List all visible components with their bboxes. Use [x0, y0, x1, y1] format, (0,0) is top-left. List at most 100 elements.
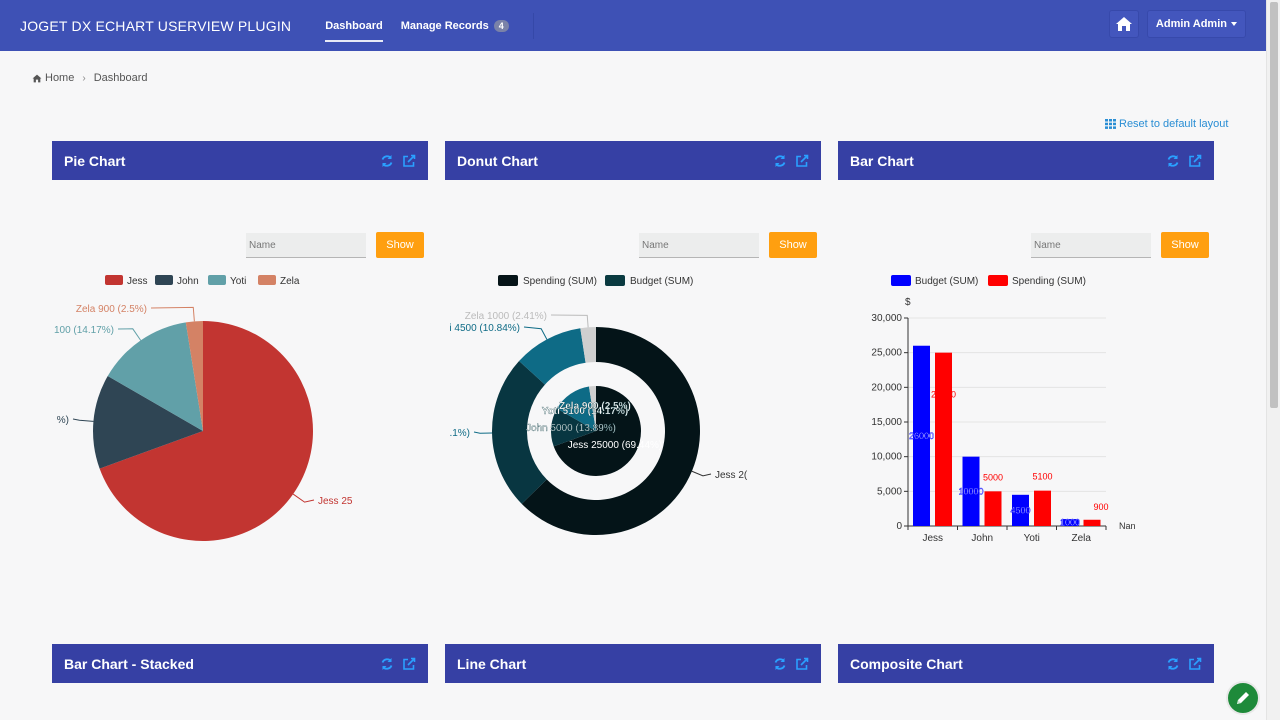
top-navbar: JOGET DX ECHART USERVIEW PLUGIN Dashboar… [0, 0, 1266, 51]
legend-label: Spending (SUM) [1012, 276, 1086, 287]
bar-chart[interactable]: Budget (SUM) Spending (SUM) $30,000 25,000 2… [838, 265, 1214, 565]
panel-header-bar-chart: Bar Chart [838, 141, 1214, 180]
donut-chart[interactable]: Spending (SUM) Budget (SUM) Jess 2( .1%) i 4… [445, 265, 821, 565]
y-tick-label: 25,000 [871, 348, 902, 359]
show-button[interactable]: Show [769, 232, 817, 258]
legend-swatch [988, 275, 1008, 286]
tab-dashboard[interactable]: Dashboard [325, 0, 384, 51]
tab-manage-records[interactable]: Manage Records 4 [401, 0, 509, 51]
pencil-icon [1237, 692, 1249, 704]
refresh-icon[interactable] [380, 657, 394, 671]
y-axis-label: $ [905, 297, 911, 308]
refresh-icon[interactable] [1166, 657, 1180, 671]
breadcrumb-home-link[interactable]: Home [45, 72, 75, 84]
pie-slice-yoti [107, 322, 203, 431]
tab-dashboard-label: Dashboard [325, 19, 383, 32]
leader-line [150, 306, 195, 322]
y-tick-label: 0 [896, 521, 902, 532]
y-tick-label: 5,000 [877, 486, 902, 497]
x-tick-label: John [971, 533, 993, 544]
legend-swatch [498, 275, 518, 286]
pie-slice-john [92, 376, 203, 469]
name-filter-input[interactable] [246, 233, 366, 258]
bar-john-1 [984, 491, 1002, 526]
manage-records-count-badge: 4 [493, 19, 509, 32]
external-link-icon[interactable] [795, 154, 809, 168]
legend-label: Budget (SUM) [630, 276, 693, 287]
name-filter-input[interactable] [639, 233, 759, 258]
bar-data-label: 900 [1093, 502, 1108, 512]
user-name: Admin Admin [1155, 18, 1227, 30]
page-scrollbar[interactable] [1266, 0, 1280, 720]
legend-label: Spending (SUM) [523, 276, 597, 287]
pie-label: Jess 25 [318, 496, 353, 507]
refresh-icon[interactable] [380, 154, 394, 168]
panel-header-line-chart: Line Chart [445, 644, 821, 683]
app-title[interactable]: JOGET DX ECHART USERVIEW PLUGIN [20, 17, 292, 34]
home-icon [32, 74, 42, 82]
donut-outer-label: Zela 1000 (2.41%) [465, 311, 547, 322]
tab-manage-records-label: Manage Records [400, 19, 489, 32]
leader-line [72, 418, 94, 422]
y-tick-label: 30,000 [871, 313, 902, 324]
donut-outer-label: .1%) [449, 428, 470, 439]
pie-label: %) [57, 415, 69, 426]
legend-swatch [105, 275, 123, 285]
leader-line [523, 326, 548, 340]
name-filter-input[interactable] [1031, 233, 1151, 258]
donut-outer-label: Jess 2( [715, 470, 748, 481]
external-link-icon[interactable] [795, 657, 809, 671]
bar-data-label: 5100 [1032, 472, 1052, 482]
panel-title: Bar Chart - Stacked [64, 655, 194, 672]
bar-john-0 [962, 456, 980, 526]
refresh-icon[interactable] [773, 154, 787, 168]
donut-outer-label: i 4500 (10.84%) [449, 323, 520, 334]
donut-outer-john [492, 361, 547, 504]
caret-down-icon [1231, 22, 1237, 26]
legend-swatch [891, 275, 911, 286]
external-link-icon[interactable] [1188, 657, 1202, 671]
panel-title: Composite Chart [850, 655, 963, 672]
donut-inner-john [551, 408, 596, 447]
pie-label: 100 (14.17%) [54, 325, 114, 336]
donut-outer-zela [580, 327, 596, 363]
panel-header-pie-chart: Pie Chart [52, 141, 428, 180]
donut-inner-zela [588, 386, 596, 431]
bar-yoti-0 [1012, 494, 1029, 526]
reset-layout-link[interactable]: Reset to default layout [1105, 118, 1228, 130]
bar-data-label: 10000 [958, 486, 983, 496]
pie-label: Zela 900 (2.5%) [76, 304, 147, 315]
legend-label: Yoti [230, 276, 246, 287]
nav-divider [532, 12, 534, 39]
panel-header-composite-chart: Composite Chart [838, 644, 1214, 683]
external-link-icon[interactable] [1188, 154, 1202, 168]
refresh-icon[interactable] [773, 657, 787, 671]
show-button[interactable]: Show [1161, 232, 1209, 258]
panel-header-bar-chart-stacked: Bar Chart - Stacked [52, 644, 428, 683]
bar-zela-1 [1083, 519, 1101, 526]
edit-fab-button[interactable] [1226, 681, 1260, 715]
leader-line [691, 470, 712, 477]
leader-line [550, 314, 589, 328]
chevron-right-icon: › [82, 72, 86, 84]
external-link-icon[interactable] [402, 154, 416, 168]
pie-chart[interactable]: Jess John Yoti Zela Jess 25%) 100 (14.17%) Zel… [52, 265, 428, 565]
user-menu-button[interactable]: Admin Admin [1146, 10, 1246, 38]
donut-inner-jess [553, 386, 641, 476]
donut-inner-label: Yoti 5100 (14.17%) [542, 406, 629, 417]
home-button[interactable] [1108, 10, 1139, 38]
bar-data-label: 26000 [909, 431, 934, 441]
scrollbar-thumb[interactable] [1270, 2, 1278, 408]
panel-title: Donut Chart [457, 152, 538, 169]
refresh-icon[interactable] [1166, 154, 1180, 168]
pie-slice-jess [99, 321, 313, 541]
legend-swatch [208, 275, 226, 285]
bar-data-label: 5000 [983, 472, 1003, 482]
reset-layout-label: Reset to default layout [1119, 118, 1229, 130]
nav-tabs: Dashboard Manage Records 4 [325, 0, 527, 51]
legend-swatch [605, 275, 625, 286]
external-link-icon[interactable] [402, 657, 416, 671]
show-button[interactable]: Show [376, 232, 424, 258]
legend-label: Budget (SUM) [915, 276, 978, 287]
bar-data-label: 25000 [931, 389, 956, 399]
